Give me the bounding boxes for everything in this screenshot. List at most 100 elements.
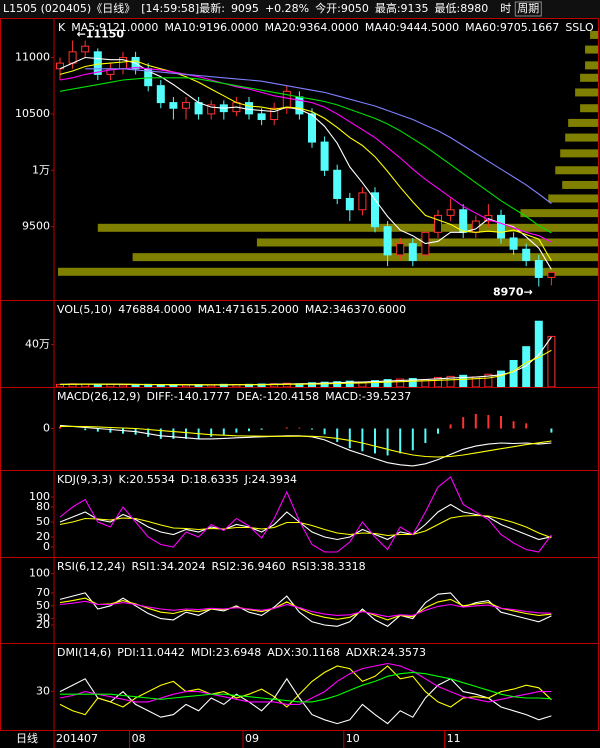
volume-bar	[446, 375, 455, 387]
header-item: L	[3, 2, 10, 15]
tab-box	[514, 1, 542, 17]
legend-entry: MACD:-39.5237	[325, 390, 411, 403]
panel-title: VOL(5,10)	[57, 303, 112, 316]
legend-entry: PDI:11.0442	[117, 646, 185, 659]
volume-profile-bar	[562, 180, 598, 189]
indicator-line	[59, 600, 552, 618]
indicator-line	[59, 662, 552, 705]
legend-entry: MA1:471615.2000	[198, 303, 299, 316]
candle-body	[207, 104, 216, 115]
volume-bar	[396, 378, 405, 387]
volume-profile-bar	[585, 45, 598, 54]
annotation: ←11150	[77, 28, 125, 41]
y-tick-label: 20	[36, 530, 50, 543]
volume-bar	[408, 378, 417, 387]
volume-profile-bar	[555, 166, 598, 175]
indicator-line	[59, 476, 552, 553]
volume-bar	[169, 384, 178, 387]
panel-title: MACD(26,12,9)	[57, 390, 141, 403]
candle-body	[257, 113, 266, 121]
candle-body	[522, 248, 531, 262]
indicator-line	[60, 671, 552, 703]
legend-entry: MA20:9364.0000	[265, 21, 359, 34]
volume-bar	[333, 381, 342, 387]
volume-profile-bar	[568, 118, 598, 127]
volume-bar	[497, 370, 505, 387]
legend-entry: MA2:346370.6000	[305, 303, 406, 316]
x-tick-label: 09	[245, 732, 259, 745]
volume-bar	[93, 384, 102, 387]
x-tick-label: 08	[132, 732, 146, 745]
candle-body	[371, 192, 379, 228]
volume-bar	[371, 380, 379, 387]
y-tick-label: 10500	[15, 107, 50, 120]
legend-entry: MA5:9121.0000	[71, 21, 158, 34]
header-tab[interactable]: 时	[500, 2, 511, 15]
candle-body	[383, 226, 392, 256]
current-value: 476884.0000	[118, 303, 191, 316]
indicator-line	[59, 77, 552, 234]
annotation: 8970→	[493, 285, 533, 298]
volume-bar	[547, 335, 556, 387]
y-tick-label: 9500	[22, 220, 50, 233]
legend-entry: MA40:9444.5000	[365, 21, 459, 34]
x-tick-label: 10	[346, 732, 360, 745]
volume-bar	[509, 359, 518, 387]
header-item: [14:59:58]	[141, 2, 199, 15]
legend-entry: K:20.5534	[119, 473, 175, 486]
candle-body	[169, 102, 178, 109]
indicator-line	[59, 56, 552, 270]
candle-body	[333, 169, 342, 199]
header-item: 1505 (020405)《日线》	[9, 1, 135, 15]
panel-border	[0, 643, 599, 731]
indicator-line	[59, 514, 552, 539]
legend-entry: RSI1:34.2024	[131, 560, 205, 573]
legend-entry: MDI:23.6948	[191, 646, 261, 659]
header-tab[interactable]: 周期	[517, 2, 539, 15]
indicator-line	[59, 60, 552, 262]
candle-body	[93, 51, 102, 75]
y-tick-label: 50	[36, 599, 50, 612]
x-axis-label: 日线	[16, 731, 38, 745]
volume-profile-bar	[580, 73, 598, 82]
legend-entry: RSI2:36.9460	[212, 560, 286, 573]
y-tick-label: 100	[29, 490, 50, 503]
panel	[56, 320, 556, 387]
header-bar	[0, 0, 600, 18]
header-item: 9095	[231, 2, 259, 15]
candle-body	[156, 85, 165, 104]
volume-profile-bar	[132, 253, 598, 262]
volume-profile-bar	[548, 194, 598, 203]
legend-entry: RSI3:38.3318	[292, 560, 366, 573]
candle-body	[534, 260, 543, 278]
y-tick-label: 80	[36, 500, 50, 513]
candle-body	[308, 113, 316, 143]
candle-body	[434, 214, 442, 233]
candle-body	[320, 141, 329, 171]
candle-body	[396, 243, 405, 256]
y-tick-label: 0	[43, 540, 50, 553]
volume-profile-bar	[97, 223, 598, 232]
legend-entry: SSLO	[565, 21, 594, 34]
header-item: 最低:	[435, 2, 461, 15]
y-tick-label: 40万	[25, 338, 50, 351]
volume-profile-bar	[520, 209, 598, 218]
volume-bar	[320, 381, 329, 387]
indicator-line	[59, 67, 552, 243]
header-item: +0.28%	[265, 2, 309, 15]
y-tick-label: 70	[36, 586, 50, 599]
panel	[59, 476, 552, 553]
candle-body	[446, 209, 455, 216]
legend-entry: D:18.6335	[181, 473, 239, 486]
header-item: 今开:	[315, 1, 341, 15]
volume-profile-bar	[590, 30, 598, 39]
y-tick-label: 20	[36, 618, 50, 631]
panel-title: K	[58, 21, 66, 34]
legend-entry: ADX:30.1168	[267, 646, 340, 659]
volume-profile-bar	[580, 104, 598, 113]
legend-entry: MA10:9196.0000	[164, 21, 258, 34]
volume-profile-bar	[575, 88, 598, 97]
legend-entry: J:24.3934	[244, 473, 297, 486]
candle-body	[245, 102, 253, 115]
